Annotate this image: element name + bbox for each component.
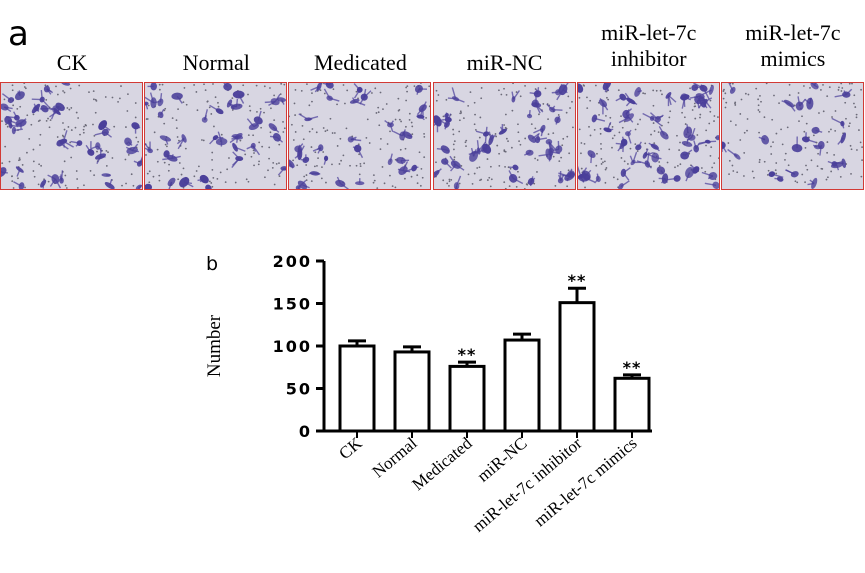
column-label-4: miR-let-7c inhibitor <box>601 20 696 72</box>
panel-a-letter: a <box>8 14 29 54</box>
x-category-label: Normal <box>369 433 421 481</box>
y-tick-label: 100 <box>273 337 312 356</box>
column-label-line: miR-NC <box>466 50 543 75</box>
bar <box>503 338 541 433</box>
micrograph-strip <box>0 82 865 192</box>
x-category-label: Medicated <box>408 433 476 494</box>
micrograph-4 <box>576 82 720 190</box>
column-label-line: miR-let-7c <box>601 20 697 45</box>
column-label-5: miR-let-7c mimics <box>745 20 840 72</box>
panel-b-letter: b <box>206 253 219 275</box>
column-label-line: Normal <box>182 50 250 75</box>
column-label-line: miR-let-7c <box>745 20 841 45</box>
column-label-2: Medicated <box>314 50 407 76</box>
column-label-0: CK <box>57 50 88 76</box>
column-label-line: CK <box>56 50 88 75</box>
column-label-1: Normal <box>183 50 250 76</box>
micrograph-0 <box>0 82 144 190</box>
micrograph-3 <box>432 82 576 190</box>
bar <box>393 350 431 433</box>
significance-marker: ** <box>458 345 477 364</box>
y-axis-label: Number <box>204 314 225 377</box>
bar <box>613 376 651 433</box>
micrograph-1 <box>144 82 288 190</box>
column-label-line: Medicated <box>313 50 407 75</box>
y-tick-label: 0 <box>299 422 312 441</box>
bar <box>448 364 486 433</box>
column-label-line: mimics <box>760 46 826 71</box>
column-label-3: miR-NC <box>467 50 543 76</box>
x-category-label: CK <box>335 433 366 463</box>
bar <box>338 344 376 433</box>
significance-marker: ** <box>623 358 642 377</box>
y-tick-label: 50 <box>286 380 312 399</box>
y-tick-label: 200 <box>273 252 312 271</box>
micrograph-5 <box>720 82 864 190</box>
column-label-line: inhibitor <box>610 46 687 71</box>
micrograph-2 <box>288 82 432 190</box>
bar <box>558 301 596 433</box>
y-tick-label: 150 <box>273 295 312 314</box>
significance-marker: ** <box>568 271 587 290</box>
